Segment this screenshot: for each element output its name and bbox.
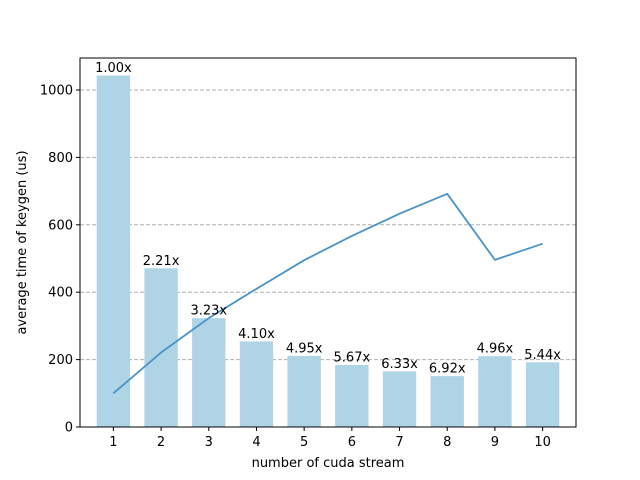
line-series bbox=[112, 192, 543, 394]
y-tick-label: 400 bbox=[48, 286, 73, 301]
bar-data-label: 6.92x bbox=[429, 362, 466, 377]
bar-data-label: 5.44x bbox=[524, 348, 561, 363]
x-tick-label: 6 bbox=[348, 435, 356, 450]
bar-data-label: 3.23x bbox=[190, 304, 227, 319]
bar-data-label: 2.21x bbox=[143, 254, 180, 269]
y-tick-label: 1000 bbox=[40, 84, 73, 99]
bar bbox=[96, 75, 131, 427]
y-tick-label: 200 bbox=[48, 353, 73, 368]
y-axis-label: average time of keygen (us) bbox=[15, 150, 30, 334]
y-gridlines bbox=[80, 89, 576, 361]
bar bbox=[144, 268, 178, 427]
x-tick-label: 3 bbox=[205, 435, 213, 450]
plot-frame bbox=[79, 57, 577, 428]
bar-data-label: 4.95x bbox=[286, 341, 323, 356]
bar bbox=[287, 355, 321, 427]
bar bbox=[430, 376, 464, 427]
x-tick-label: 10 bbox=[534, 435, 551, 450]
bar-data-label: 4.10x bbox=[238, 327, 275, 342]
x-tick-label: 1 bbox=[109, 435, 117, 450]
x-tick-label: 9 bbox=[491, 435, 499, 450]
x-ticks: 1 2 3 4 5 6 7 8 9 10 bbox=[109, 427, 551, 450]
x-axis-label: number of cuda stream bbox=[252, 456, 405, 471]
line-path bbox=[112, 192, 543, 394]
x-tick-label: 4 bbox=[252, 435, 260, 450]
x-tick-label: 5 bbox=[300, 435, 308, 450]
bar-data-label: 1.00x bbox=[95, 61, 132, 76]
x-tick-label: 8 bbox=[443, 435, 451, 450]
bar bbox=[525, 362, 560, 427]
bar bbox=[239, 341, 274, 427]
y-ticks: 0 200 400 600 800 1000 bbox=[40, 84, 80, 436]
y-tick-label: 0 bbox=[65, 421, 73, 436]
bar-data-label: 4.96x bbox=[477, 342, 514, 357]
y-tick-label: 600 bbox=[48, 218, 73, 233]
bar-data-label: 6.33x bbox=[381, 357, 418, 372]
bar-series bbox=[96, 75, 560, 427]
y-tick-label: 800 bbox=[48, 151, 73, 166]
bar-labels: 1.00x 2.21x 3.23x 4.10x 4.95x 5.67x 6.33x 6.92x… bbox=[95, 61, 561, 377]
bar-data-label: 5.67x bbox=[334, 350, 371, 365]
bar bbox=[478, 356, 512, 427]
bar bbox=[382, 371, 417, 427]
bar bbox=[335, 364, 369, 427]
x-tick-label: 7 bbox=[395, 435, 403, 450]
bar bbox=[192, 318, 226, 427]
x-tick-label: 2 bbox=[157, 435, 165, 450]
